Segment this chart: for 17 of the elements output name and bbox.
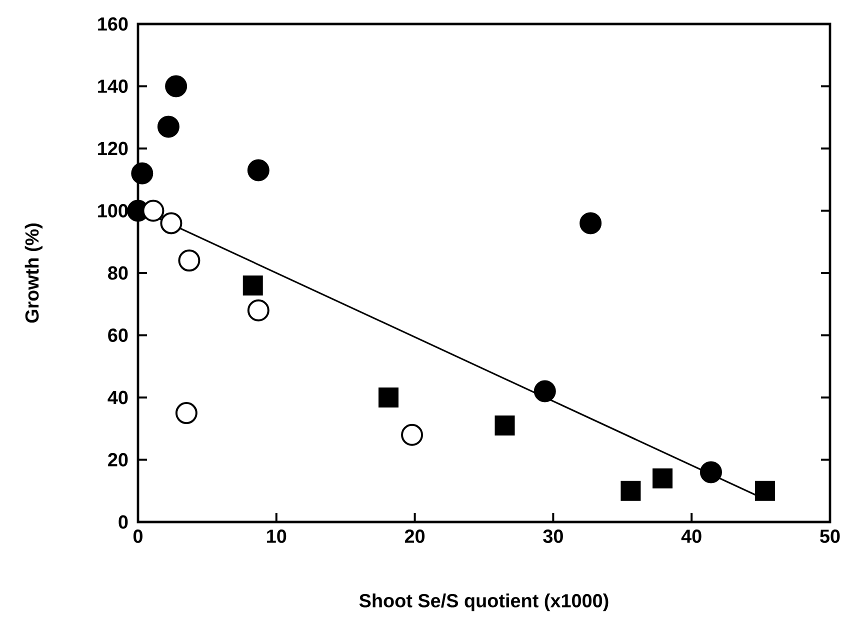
x-tick-label: 0	[133, 530, 142, 543]
y-tick-label: 80	[108, 266, 128, 280]
y-tick-label: 120	[98, 142, 128, 156]
x-tick-label: 20	[404, 530, 425, 543]
x-tick-label: 30	[543, 530, 563, 543]
y-tick-label: 40	[108, 390, 128, 404]
y-tick-label: 160	[98, 17, 128, 31]
y-tick-label: 60	[108, 328, 128, 342]
y-tick-label: 100	[98, 204, 128, 218]
x-tick-label: 40	[681, 530, 702, 543]
y-tick-label: 0	[118, 515, 128, 529]
y-tick-label: 140	[98, 80, 128, 93]
y-axis-title: Growth (%)	[24, 223, 42, 323]
x-tick-label: 50	[820, 530, 840, 543]
y-tick-label: 20	[108, 453, 128, 466]
x-tick-label: 10	[267, 530, 286, 543]
x-axis-title: Shoot Se/S quotient (x1000)	[359, 594, 608, 612]
